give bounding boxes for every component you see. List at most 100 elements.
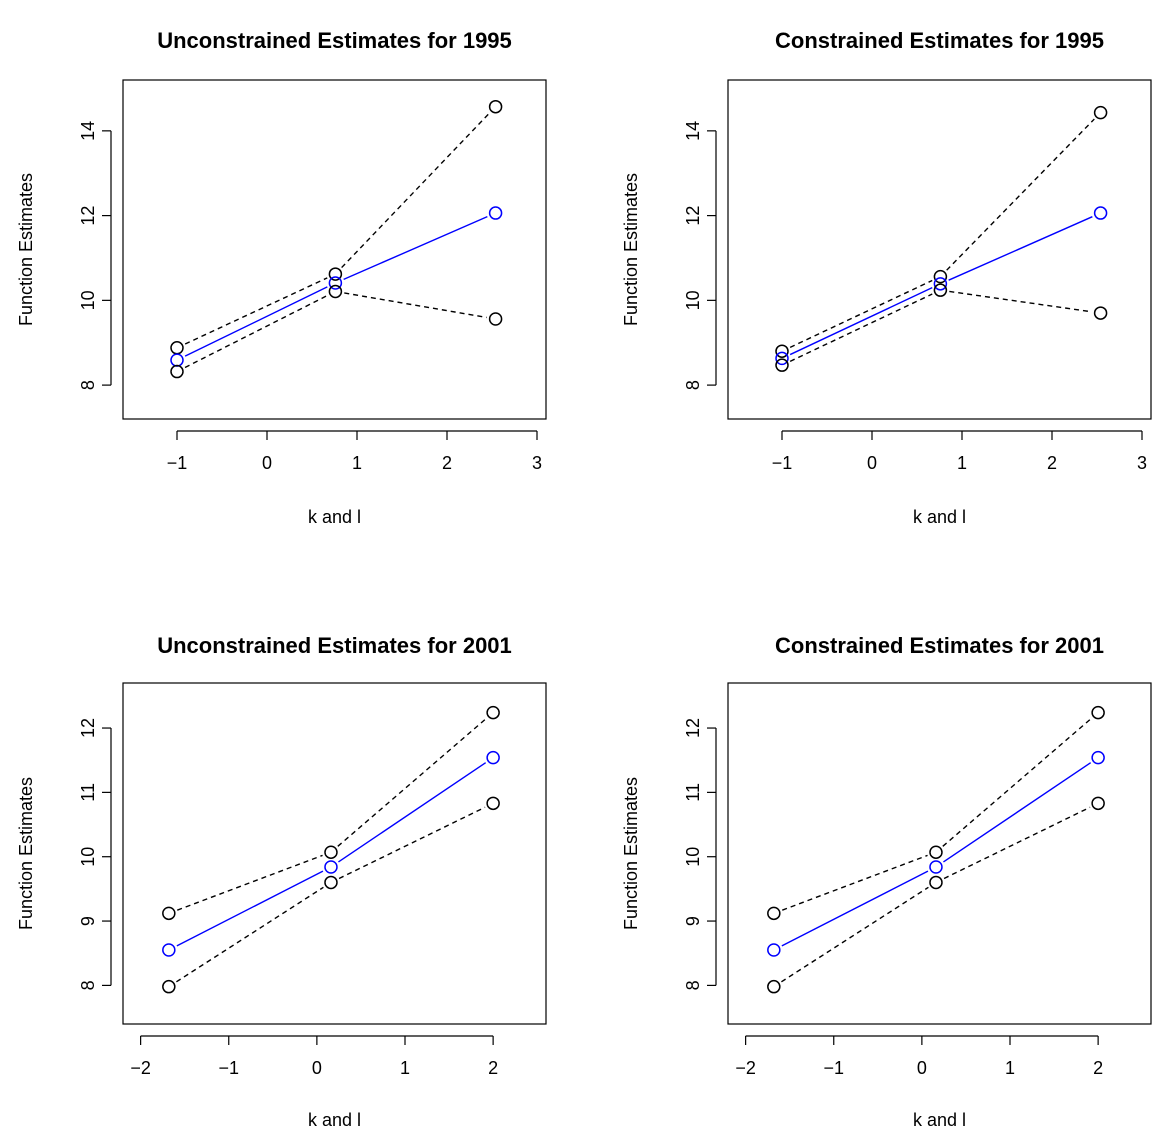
series-line-segment: [184, 286, 328, 357]
series-1: [162, 705, 500, 921]
data-point: [775, 344, 789, 358]
chart-panels: Unconstrained Estimates for 1995−1 0 1 2 381…: [16, 28, 1152, 1130]
chart-panel-3: Unconstrained Estimates for 2001−2 −1 0 1 28…: [16, 633, 547, 1130]
data-point: [767, 906, 781, 921]
plot-frame: [122, 79, 547, 420]
y-axis-label: Function Estimates: [16, 173, 36, 326]
data-point: [1093, 306, 1108, 320]
data-point: [488, 312, 503, 326]
data-point: [775, 358, 789, 372]
chart-panel-4: Constrained Estimates for 2001 −2 −1 0 1 2 8 9 1…: [621, 633, 1152, 1130]
series-line-segment: [176, 886, 324, 983]
x-tick-label: −1: [772, 453, 793, 473]
data-point: [1091, 705, 1105, 720]
y-tick-label: 8: [683, 980, 703, 990]
series-3: [170, 284, 503, 379]
series-line-segment: [781, 886, 929, 983]
x-tick-label: 0: [312, 1058, 322, 1078]
data-point: [486, 705, 500, 720]
series-line-segment: [343, 216, 488, 281]
x-tick-label: 0: [917, 1058, 927, 1078]
y-tick-label: 9: [78, 916, 98, 926]
x-axis-label: k and l: [913, 1110, 966, 1130]
x-tick-label: 2: [488, 1058, 498, 1078]
plot-frame: [727, 682, 1152, 1025]
series-line-segment: [344, 292, 487, 319]
data-point: [767, 979, 781, 994]
data-point: [324, 860, 338, 874]
series-line-segment: [338, 762, 487, 863]
y-tick-label: 12: [683, 206, 703, 226]
series-line-segment: [184, 294, 328, 369]
x-axis-label: k and l: [913, 507, 966, 527]
series-1: [767, 705, 1105, 921]
x-tick-label: 0: [867, 453, 877, 473]
series-line-segment: [176, 870, 324, 947]
x-tick-label: 1: [400, 1058, 410, 1078]
series-line-segment: [943, 806, 1091, 880]
data-point: [328, 276, 343, 290]
y-tick-label: 12: [78, 206, 98, 226]
series-3: [162, 796, 500, 994]
y-tick-label: 14: [78, 121, 98, 141]
chart-title: Constrained Estimates for 2001: [775, 633, 1104, 658]
series-line-segment: [176, 854, 323, 911]
y-tick-label: 8: [683, 380, 703, 390]
x-tick-label: −2: [130, 1058, 151, 1078]
series-line-segment: [789, 287, 933, 356]
x-tick-label: −1: [823, 1058, 844, 1078]
data-point: [162, 979, 176, 994]
y-tick-label: 12: [78, 718, 98, 738]
data-point: [328, 267, 343, 281]
data-point: [1093, 206, 1108, 220]
series-2: [767, 750, 1105, 957]
y-axis-label: Function Estimates: [621, 777, 641, 930]
x-tick-label: −2: [735, 1058, 756, 1078]
x-tick-label: 2: [1047, 453, 1057, 473]
data-point: [1091, 796, 1105, 811]
series-line-segment: [184, 277, 328, 345]
series-3: [775, 283, 1108, 372]
series-line-segment: [338, 806, 486, 880]
series-line-segment: [946, 118, 1095, 271]
data-point: [929, 860, 943, 874]
y-tick-label: 9: [683, 916, 703, 926]
series-line-segment: [948, 216, 1093, 281]
y-tick-label: 12: [683, 718, 703, 738]
data-point: [488, 206, 503, 220]
data-point: [933, 269, 948, 284]
data-point: [486, 796, 500, 811]
series-line-segment: [949, 290, 1092, 313]
data-point: [767, 943, 781, 957]
x-tick-label: 3: [532, 453, 542, 473]
series-1: [170, 99, 503, 355]
y-tick-label: 10: [683, 847, 703, 867]
chart-panel-1: Unconstrained Estimates for 1995−1 0 1 2 381…: [16, 28, 547, 527]
y-tick-label: 8: [78, 380, 98, 390]
data-point: [162, 906, 176, 921]
data-point: [929, 875, 943, 890]
y-tick-label: 11: [683, 783, 703, 802]
x-tick-label: 3: [1137, 453, 1147, 473]
data-point: [1093, 105, 1108, 120]
x-axis-label: k and l: [308, 507, 361, 527]
plot-frame: [122, 682, 547, 1025]
data-point: [170, 364, 184, 379]
data-point: [170, 353, 184, 367]
series-line-segment: [337, 717, 487, 847]
series-line-segment: [341, 112, 490, 269]
series-2: [162, 750, 500, 957]
data-point: [324, 875, 338, 890]
series-3: [767, 796, 1105, 994]
x-tick-label: 2: [1093, 1058, 1103, 1078]
data-point: [162, 943, 176, 957]
data-point: [933, 283, 948, 297]
data-point: [929, 845, 943, 859]
data-point: [328, 284, 343, 299]
x-tick-label: −1: [167, 453, 188, 473]
series-line-segment: [943, 762, 1092, 863]
y-tick-label: 10: [78, 290, 98, 310]
y-axis-label: Function Estimates: [16, 777, 36, 930]
series-line-segment: [789, 279, 933, 348]
